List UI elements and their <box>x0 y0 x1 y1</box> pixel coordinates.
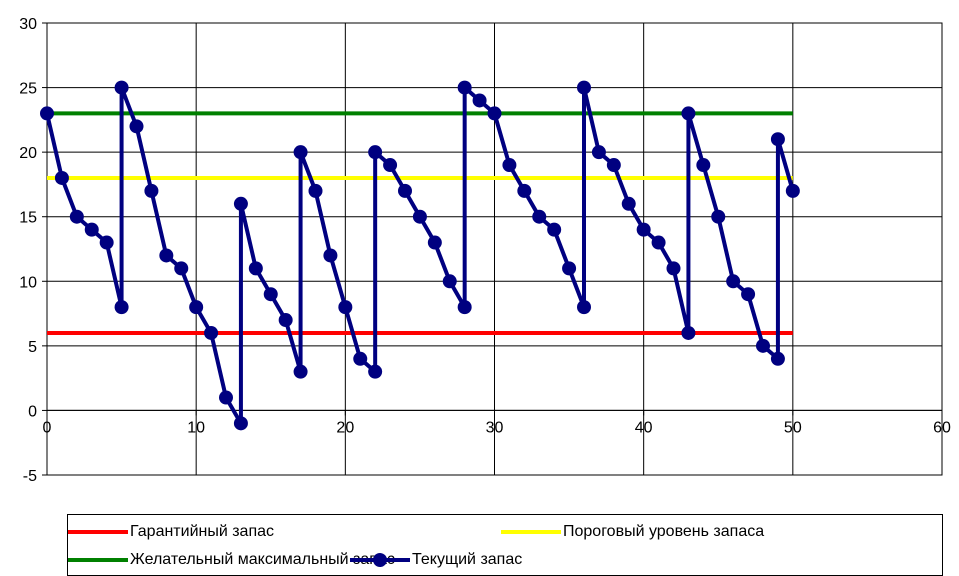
data-point <box>756 338 770 353</box>
data-point <box>114 80 129 95</box>
data-point <box>412 209 427 224</box>
data-point <box>293 145 308 160</box>
data-point <box>248 261 263 276</box>
legend-line-guarantee <box>68 530 128 534</box>
legend-item-threshold: Пороговый уровень запаса <box>501 521 764 543</box>
data-point <box>442 274 457 289</box>
x-tick-label: 50 <box>784 419 802 436</box>
series-layer <box>40 80 800 431</box>
data-point <box>174 261 189 276</box>
data-point <box>338 300 353 315</box>
data-point <box>457 80 472 95</box>
data-point <box>189 300 204 315</box>
legend-swatch-threshold <box>501 521 561 543</box>
data-point <box>472 93 487 108</box>
data-point <box>577 300 591 315</box>
data-point <box>785 183 800 198</box>
data-point <box>40 106 54 121</box>
y-tick-label: -5 <box>23 468 37 485</box>
legend-label-threshold: Пороговый уровень запаса <box>563 523 765 540</box>
data-point <box>741 287 756 302</box>
inventory-chart: 0 10 20 30 40 50 60 -5 0 5 10 15 20 25 30 <box>19 16 951 485</box>
legend-line-threshold <box>501 530 561 534</box>
y-tick-label: 10 <box>19 274 37 291</box>
plot-area-border <box>46 22 943 476</box>
data-point <box>547 222 562 237</box>
data-point <box>532 209 547 224</box>
data-point <box>606 158 621 173</box>
data-point <box>577 80 591 95</box>
data-point <box>308 183 323 198</box>
data-point <box>233 196 248 211</box>
data-point <box>770 132 785 147</box>
legend-label-current: Текущий запас <box>412 551 523 568</box>
data-point <box>204 325 219 340</box>
data-point <box>666 261 681 276</box>
data-point <box>293 364 308 379</box>
data-point <box>263 287 278 302</box>
data-point <box>368 145 383 160</box>
data-point <box>621 196 636 211</box>
data-point <box>278 313 293 328</box>
x-tick-label: 30 <box>486 419 504 436</box>
data-point <box>353 351 368 366</box>
data-point <box>159 248 174 263</box>
x-tick-label: 10 <box>187 419 205 436</box>
data-point <box>457 300 472 315</box>
data-point <box>383 158 398 173</box>
y-tick-label: 20 <box>19 145 37 162</box>
data-point <box>502 158 517 173</box>
legend-swatch-max-desired <box>68 549 128 571</box>
data-point <box>114 300 129 315</box>
data-point <box>84 222 99 237</box>
axis-layer <box>42 22 943 476</box>
legend-item-guarantee: Гарантийный запас <box>68 521 274 543</box>
y-tick-label: 0 <box>28 403 37 420</box>
legend-label-max-desired: Желательный максимальный запас <box>130 551 395 568</box>
legend-swatch-current <box>350 549 410 571</box>
data-point <box>398 183 412 198</box>
legend-line-max-desired <box>68 558 128 562</box>
data-point <box>562 261 577 276</box>
y-tick-label: 25 <box>19 81 37 98</box>
x-tick-label: 20 <box>336 419 354 436</box>
grid-layer <box>47 23 942 475</box>
y-tick-label: 30 <box>19 16 37 33</box>
legend-swatch-guarantee <box>68 521 128 543</box>
data-point <box>69 209 84 224</box>
data-point <box>591 145 606 160</box>
data-point <box>368 364 383 379</box>
data-point <box>427 235 442 250</box>
x-tick-label: 0 <box>43 419 52 436</box>
data-point <box>323 248 338 263</box>
data-point <box>219 390 233 405</box>
data-point <box>487 106 502 121</box>
tick-label-layer: 0 10 20 30 40 50 60 -5 0 5 10 15 20 25 30 <box>19 16 951 485</box>
data-point <box>636 222 651 237</box>
legend-item-max-desired: Желательный максимальный запас <box>68 549 395 571</box>
data-point <box>681 325 696 340</box>
series-line-3 <box>45 85 795 426</box>
data-point <box>711 209 726 224</box>
x-tick-label: 40 <box>635 419 653 436</box>
data-point <box>517 183 532 198</box>
data-point <box>770 351 785 366</box>
chart-legend: Гарантийный запас Пороговый уровень запа… <box>67 514 943 576</box>
data-point <box>726 274 741 289</box>
data-point <box>651 235 666 250</box>
y-tick-label: 5 <box>28 339 37 356</box>
x-tick-label: 60 <box>933 419 951 436</box>
data-point <box>99 235 114 250</box>
data-point <box>681 106 696 121</box>
data-point <box>233 416 248 431</box>
legend-item-current: Текущий запас <box>350 549 522 571</box>
data-point <box>696 158 711 173</box>
legend-marker-current <box>373 553 387 567</box>
data-point <box>144 183 159 198</box>
data-point <box>54 170 69 185</box>
y-tick-label: 15 <box>19 210 37 227</box>
data-point <box>129 119 144 134</box>
legend-label-guarantee: Гарантийный запас <box>130 523 275 540</box>
